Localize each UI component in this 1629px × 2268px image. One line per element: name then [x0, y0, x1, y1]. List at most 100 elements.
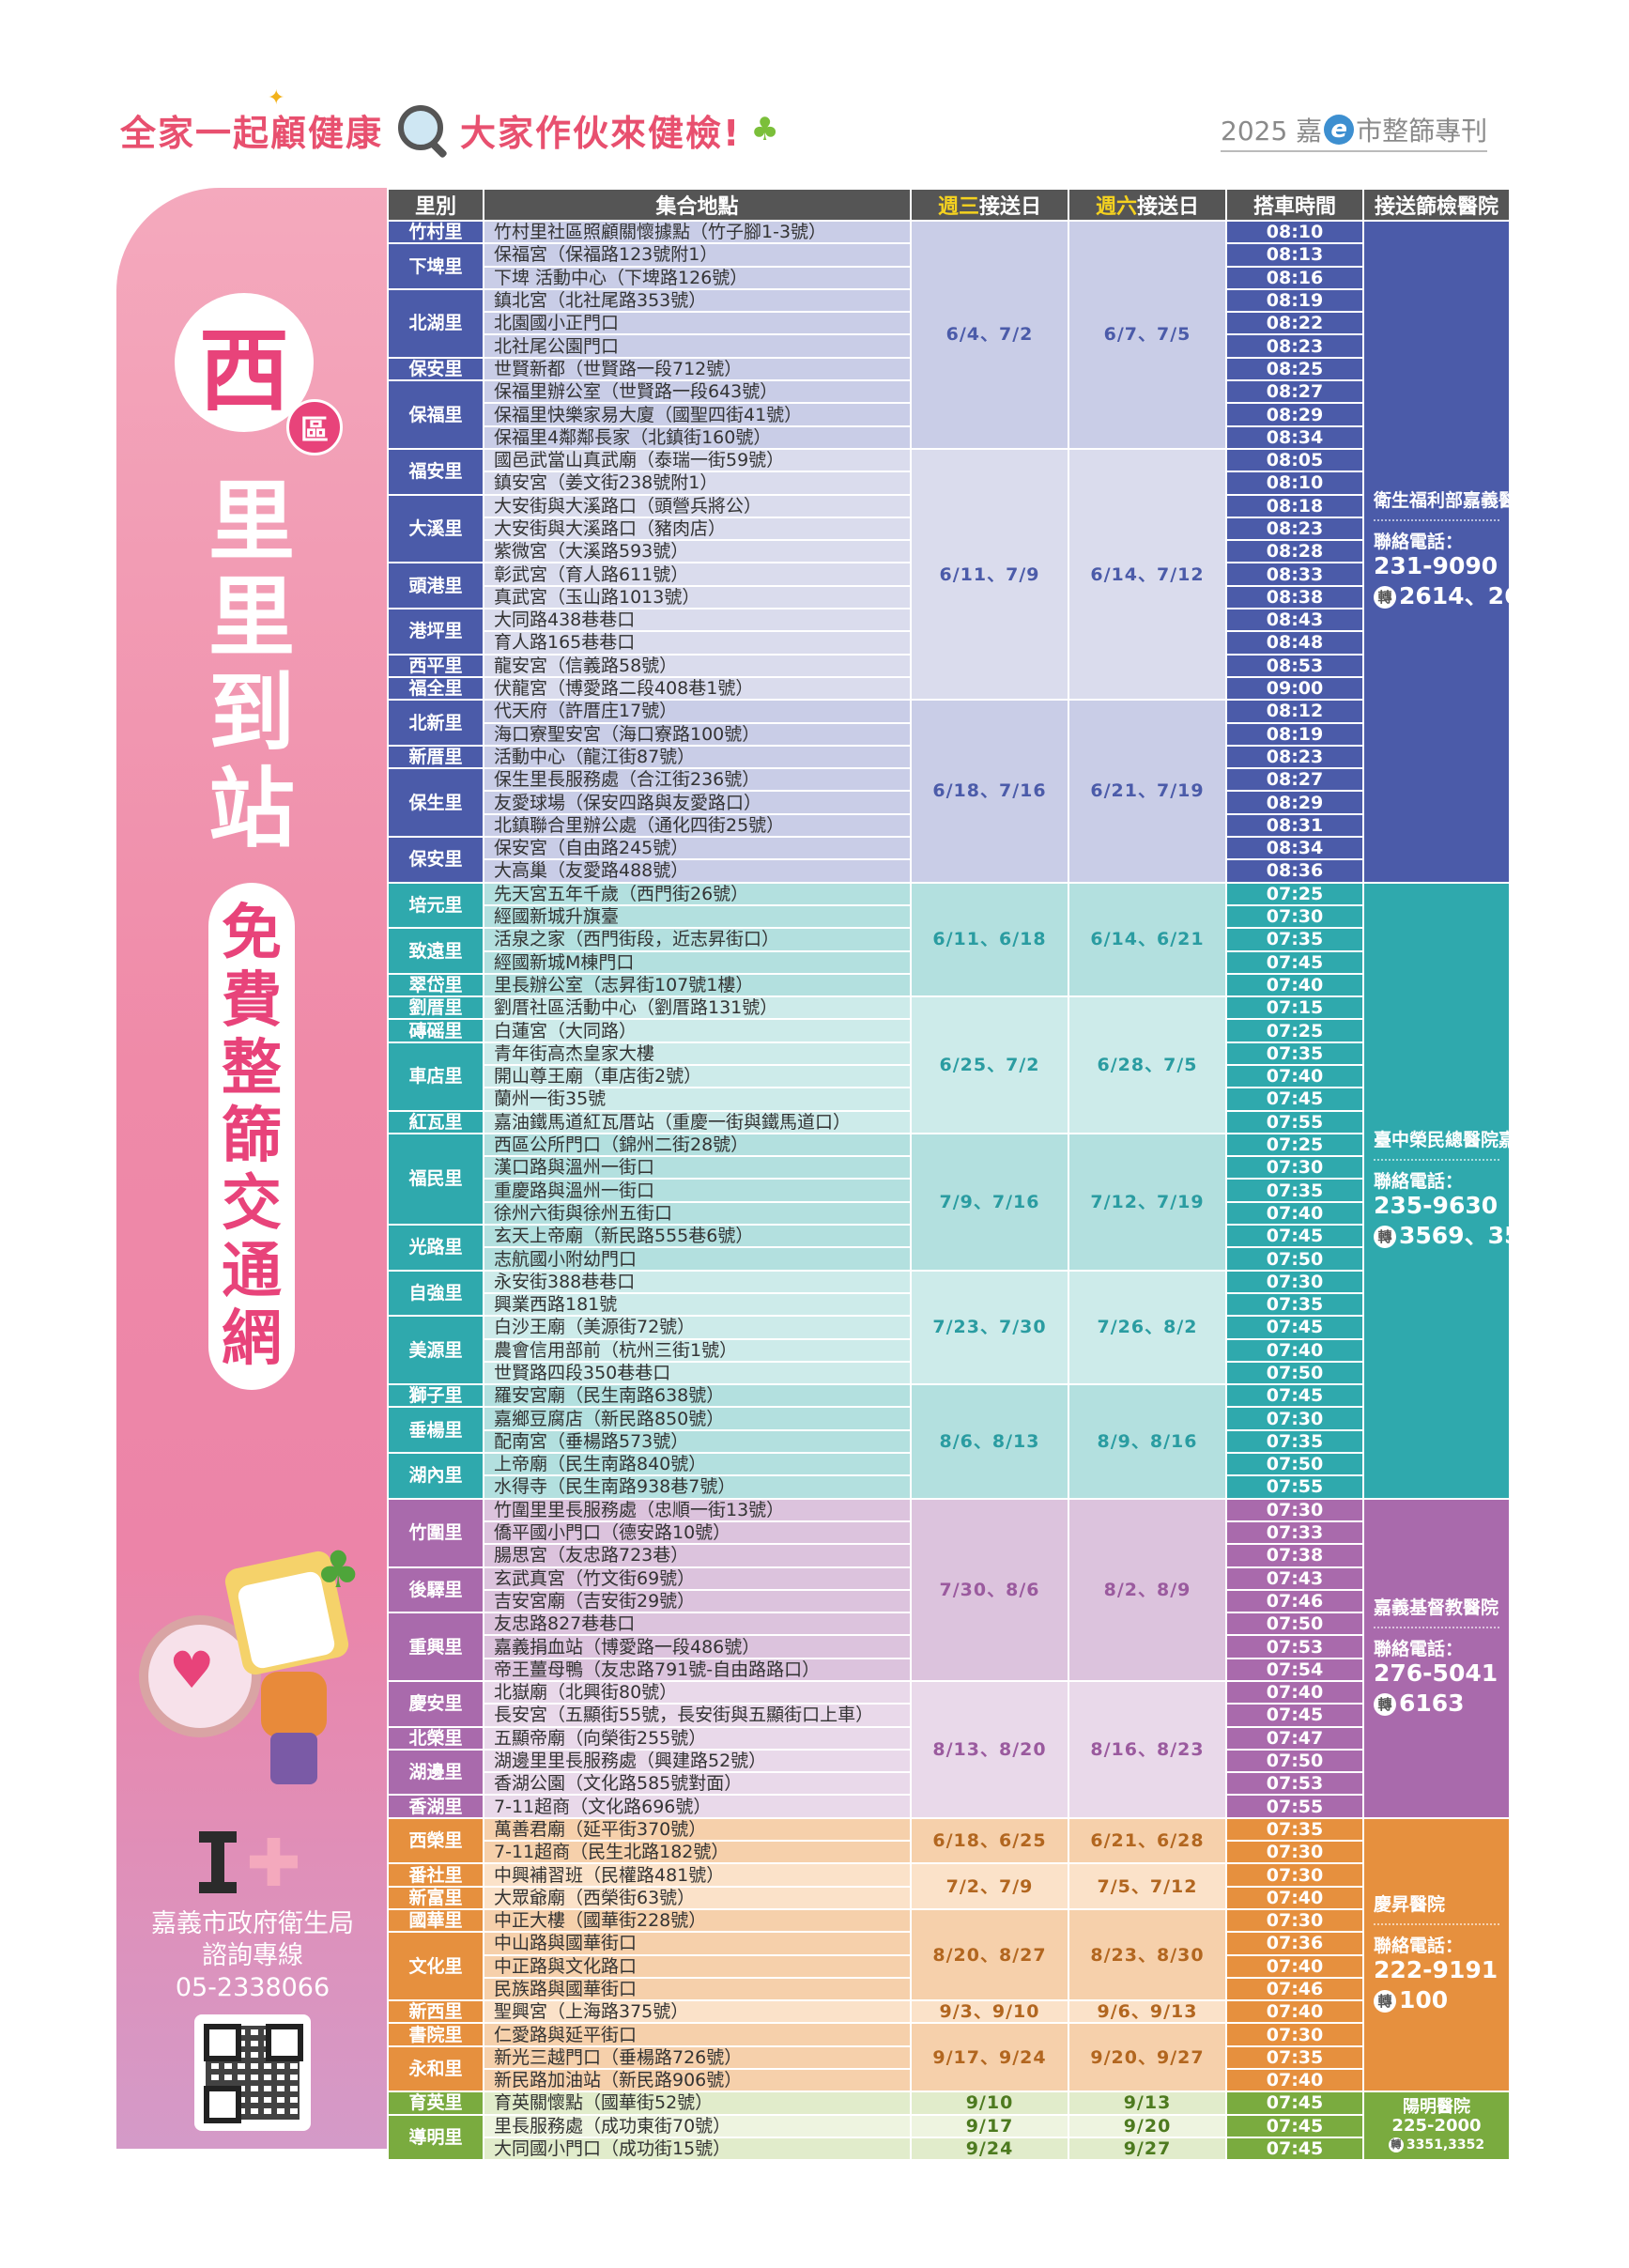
- location-cell: 重慶路與溫州一街口: [483, 1178, 912, 1203]
- table-row: 北社尾公園門口 08:23: [388, 333, 1510, 359]
- table-row: 鎮安宮（姜文街238號附1） 08:10: [388, 471, 1510, 496]
- time-cell: 07:25: [1225, 1132, 1364, 1158]
- date-cell: 8/9、8/16: [1068, 1383, 1227, 1500]
- location-cell: 育人路165巷巷口: [483, 630, 912, 656]
- slogan-part1: 全家一起顧健康: [120, 112, 384, 154]
- table-row: 徐州六街與徐州五街口 07:40: [388, 1200, 1510, 1227]
- time-cell: 07:54: [1225, 1657, 1364, 1683]
- location-cell: 大眾爺廟（西榮街63號）: [483, 1885, 912, 1910]
- date-cell: 6/11、6/18: [910, 881, 1069, 998]
- time-cell: 07:46: [1225, 1588, 1364, 1614]
- table-row: 劉厝里 劉厝社區活動中心（劉厝路131號） 6/25、7/2 6/28、7/5 07:1…: [387, 995, 1510, 1134]
- time-cell: 08:05: [1225, 447, 1364, 473]
- time-cell: 08:43: [1225, 608, 1364, 633]
- location-cell: 萬善君廟（延平街370號）: [483, 1816, 912, 1843]
- village-cell: 紅瓦里: [387, 1109, 484, 1134]
- time-cell: 07:45: [1225, 949, 1364, 975]
- time-cell: 07:40: [1225, 1679, 1364, 1705]
- table-row: 水得寺（民生南路938巷7號） 07:55: [388, 1474, 1510, 1500]
- time-cell: 07:40: [1225, 972, 1364, 998]
- table-row: 大安街與大溪路口（豬肉店） 08:23: [388, 516, 1510, 542]
- village-cell: 竹圍里: [387, 1497, 484, 1568]
- location-cell: 真武宮（玉山路1013號）: [483, 584, 912, 610]
- time-cell: 08:23: [1225, 333, 1364, 359]
- location-cell: 香湖公園（文化路585號對面）: [483, 1771, 912, 1797]
- village-cell: 新西里: [387, 1999, 484, 2025]
- table-row: 大高巢（友愛路488號） 08:36: [388, 858, 1510, 884]
- date-cell: 6/11、7/9: [910, 447, 1069, 702]
- location-cell: 嘉鄉豆腐店（新民路850號）: [483, 1406, 912, 1431]
- time-cell: 07:35: [1225, 1816, 1364, 1843]
- location-cell: 龍安宮（信義路58號）: [483, 653, 912, 678]
- village-cell: 劉厝里: [387, 995, 484, 1021]
- village-cell: 番社里: [387, 1862, 484, 1888]
- table-row: 保安里 保安宮（自由路245號） 08:34: [387, 836, 1510, 884]
- village-cell: 慶安里: [387, 1680, 484, 1728]
- table-row: 福安里 國邑武當山真武廟（泰瑞一街59號） 6/11、7/9 6/14、7/12 08:…: [387, 447, 1510, 702]
- table-row: 保福里 保福里辦公室（世賢路一段643號） 08:27: [387, 379, 1510, 450]
- time-cell: 07:35: [1225, 927, 1364, 952]
- location-cell: 劉厝社區活動中心（劉厝路131號）: [483, 995, 912, 1021]
- table-row: 海口寮聖安宮（海口寮路100號） 08:19: [388, 721, 1510, 747]
- location-cell: 世賢路四段350巷巷口: [483, 1360, 912, 1386]
- date-cell: 7/30、8/6: [910, 1497, 1069, 1683]
- district-badge: 西: [175, 293, 314, 432]
- table-row: 保福里快樂家易大廈（國聖四街41號） 08:29: [388, 402, 1510, 427]
- village-cell: 下埤里: [387, 242, 484, 290]
- time-cell: 07:45: [1225, 1087, 1364, 1112]
- table-row: 新民路加油站（新民路906號） 07:40: [388, 2068, 1510, 2093]
- date-cell: 9/24: [910, 2136, 1069, 2162]
- health-bureau-logo: ✚: [199, 1830, 302, 1897]
- table-row: 僑平國小門口（德安路10號） 07:33: [388, 1520, 1510, 1546]
- schedule-table: 里別 集合地點 週三接送日 週六接送日 搭車時間 接送篩檢醫院 竹村里 竹村里社區…: [387, 188, 1511, 2162]
- table-row: 香湖公園（文化路585號對面） 07:53: [388, 1771, 1510, 1797]
- location-cell: 代天府（許厝庄17號）: [483, 699, 912, 724]
- time-cell: 07:30: [1225, 2022, 1364, 2047]
- location-cell: 世賢新都（世賢路一段712號）: [483, 356, 912, 382]
- location-cell: 漢口路與溫州一街口: [483, 1155, 912, 1180]
- table-row: 腸思宮（友忠路723巷） 07:38: [388, 1543, 1510, 1568]
- time-cell: 07:36: [1225, 1931, 1364, 1956]
- village-cell: 福安里: [387, 447, 484, 496]
- location-cell: 青年街高杰皇家大樓: [483, 1041, 912, 1066]
- table-row: 湖內里 上帝廟（民生南路840號） 07:50: [387, 1452, 1510, 1500]
- village-cell: 光路里: [387, 1224, 484, 1272]
- time-cell: 08:27: [1225, 767, 1364, 793]
- time-cell: 07:35: [1225, 2044, 1364, 2071]
- qr-code[interactable]: [194, 2014, 311, 2131]
- table-row: 北湖里 鎮北宮（北社尾路353號） 08:19: [387, 287, 1510, 359]
- table-row: 文化里 中山路與國華街口 07:36: [387, 1931, 1510, 2002]
- date-cell: 8/13、8/20: [910, 1680, 1069, 1819]
- table-row: 培元里 先天宮五年千歲（西門街26號） 6/11、6/18 6/14、6/21 07:2…: [387, 881, 1511, 1500]
- village-cell: 培元里: [387, 881, 484, 930]
- date-cell: 6/28、7/5: [1068, 995, 1227, 1134]
- date-cell: 9/20、9/27: [1068, 2022, 1227, 2093]
- table-row: 真武宮（玉山路1013號） 08:38: [388, 584, 1510, 610]
- location-cell: 鎮安宮（姜文街238號附1）: [483, 471, 912, 496]
- village-cell: 北榮里: [387, 1725, 484, 1751]
- village-cell: 西平里: [387, 653, 484, 678]
- location-cell: 嘉義捐血站（博愛路一段486號）: [483, 1634, 912, 1659]
- location-cell: 僑平國小門口（德安路10號）: [483, 1520, 912, 1546]
- village-cell: 垂楊里: [387, 1406, 484, 1455]
- time-cell: 08:34: [1225, 424, 1364, 450]
- time-cell: 08:53: [1225, 653, 1364, 678]
- time-cell: 07:50: [1225, 1360, 1364, 1386]
- table-row: 書院里 仁愛路與延平街口 9/17、9/24 9/20、9/27 07:30: [387, 2022, 1510, 2093]
- time-cell: 09:00: [1225, 675, 1364, 702]
- date-cell: 7/12、7/19: [1068, 1132, 1227, 1272]
- location-cell: 大安街與大溪路口（頭營兵將公）: [483, 493, 912, 518]
- magnifier-icon: [396, 103, 449, 159]
- time-cell: 07:30: [1225, 903, 1364, 930]
- table-row: 重慶路與溫州一街口 07:35: [388, 1178, 1510, 1203]
- time-cell: 07:45: [1225, 1224, 1364, 1249]
- hospital-info: 嘉義基督教醫院 聯絡電話： 276-5041 轉 6163: [1362, 1497, 1511, 1819]
- village-cell: 國華里: [387, 1907, 484, 1934]
- table-row: 重興里 友忠路827巷巷口 07:50: [387, 1612, 1510, 1682]
- time-cell: 07:30: [1225, 1862, 1364, 1888]
- table-row: 保福里4鄰鄰長家（北鎮街160號） 08:34: [388, 424, 1510, 450]
- clover-icon: ♣: [750, 111, 781, 148]
- location-cell: 徐州六街與徐州五街口: [483, 1200, 912, 1227]
- village-cell: 北湖里: [387, 287, 484, 359]
- location-cell: 保福里4鄰鄰長家（北鎮街160號）: [483, 424, 912, 450]
